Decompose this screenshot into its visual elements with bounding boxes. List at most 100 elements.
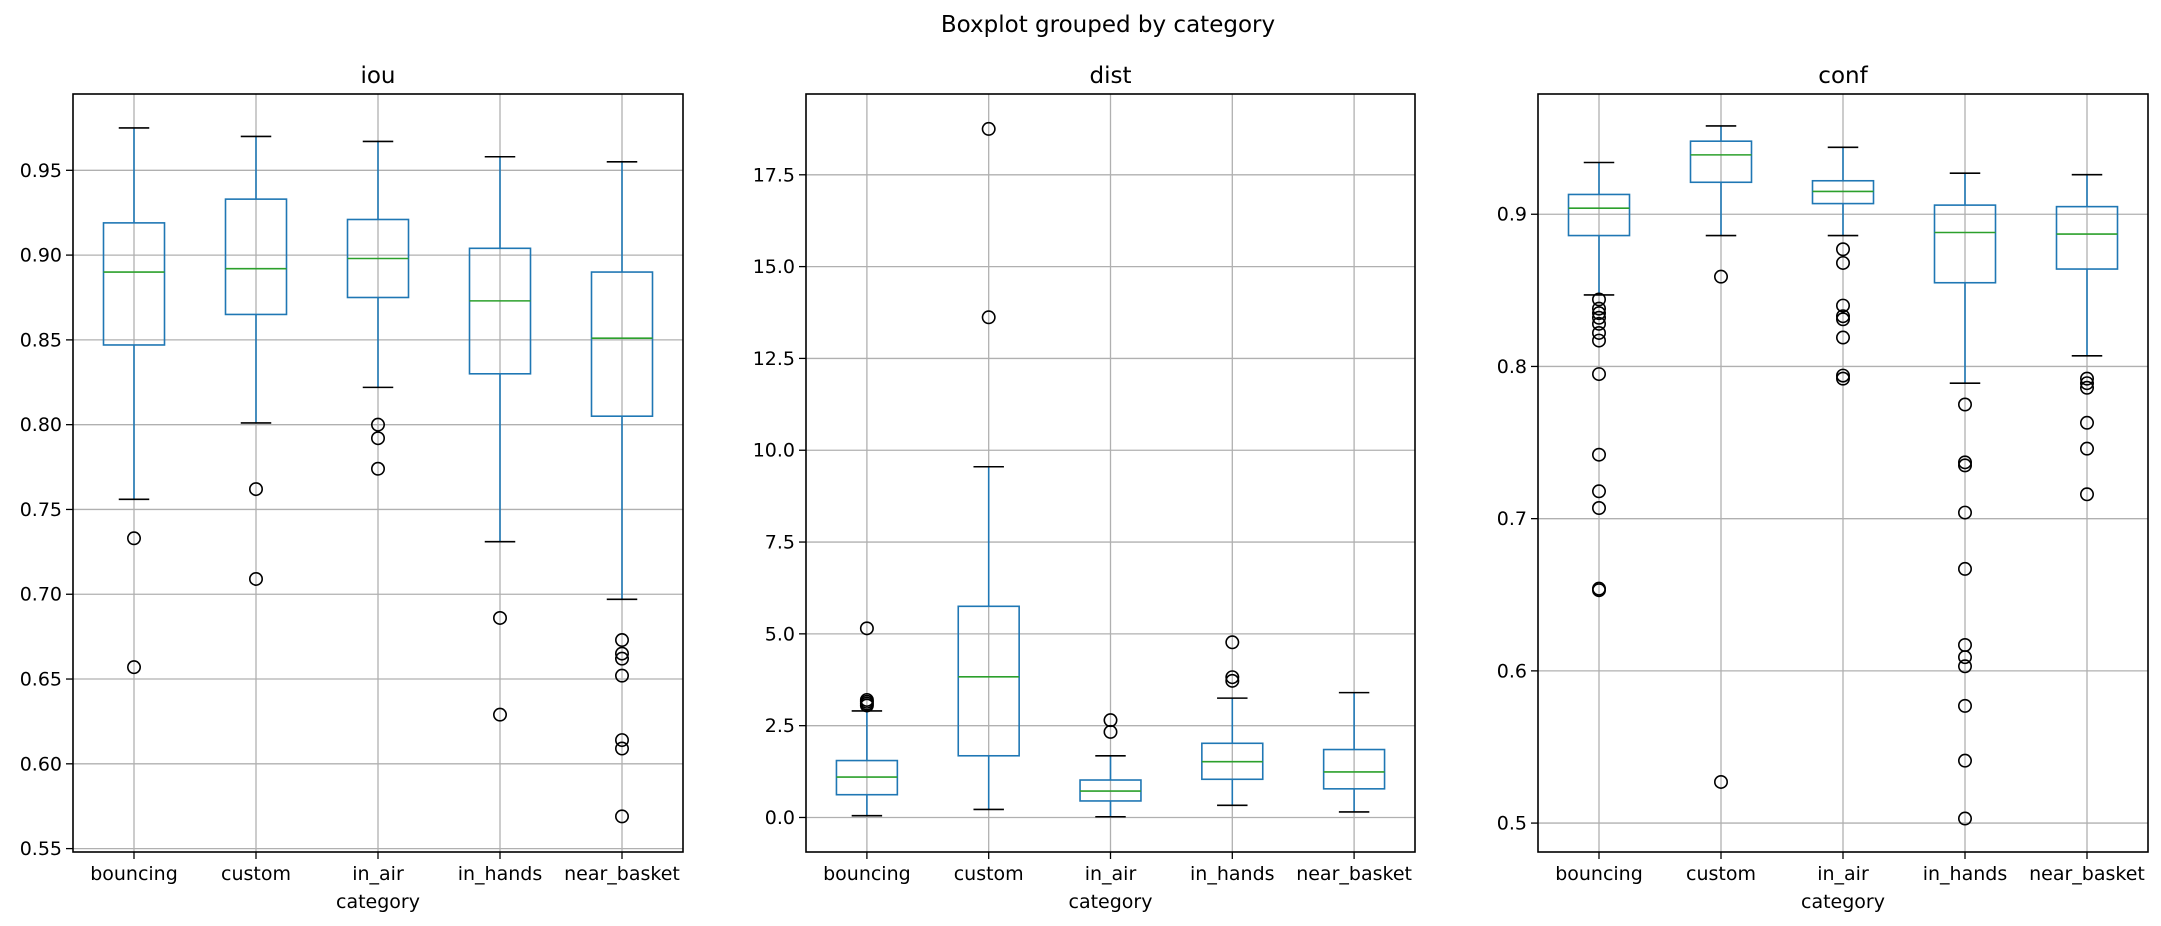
ytick-label: 0.7	[1497, 508, 1527, 530]
x-axis-label: category	[1801, 891, 1885, 913]
flier-point	[981, 121, 996, 136]
flier-point	[1836, 312, 1851, 327]
flier-point	[1958, 659, 1973, 674]
box-in_hands	[1201, 635, 1264, 807]
box-iqr	[2055, 205, 2119, 270]
flier-point	[1958, 753, 1973, 768]
flier-point	[249, 571, 264, 586]
flier-point	[1592, 292, 1607, 307]
flier-point	[2080, 380, 2095, 395]
box-in_hands	[1933, 172, 1997, 826]
x-axis-label: category	[1069, 891, 1153, 913]
box-near_basket	[1322, 691, 1386, 813]
flier-point	[1592, 325, 1607, 340]
flier-point	[1592, 583, 1607, 598]
flier-point	[1592, 316, 1607, 331]
flier-point	[492, 610, 507, 625]
flier-point	[1958, 650, 1973, 665]
box-iqr	[590, 271, 654, 417]
box-iqr	[1689, 140, 1753, 184]
ytick-label: 5.0	[765, 623, 795, 645]
ytick-label: 0.8	[1497, 356, 1527, 378]
flier-point	[614, 809, 629, 824]
ytick-label: 0.6	[1497, 660, 1527, 682]
flier-point	[2080, 487, 2095, 502]
ytick-label: 0.0	[765, 807, 795, 829]
box-in_air	[1079, 713, 1142, 818]
box-iqr	[1933, 204, 1997, 284]
flier-point	[1225, 670, 1240, 685]
flier-point	[370, 431, 385, 446]
panel-title: iou	[360, 63, 395, 89]
flier-point	[614, 733, 629, 748]
box-iqr	[1322, 748, 1386, 790]
flier-point	[1714, 269, 1729, 284]
flier-point	[614, 633, 629, 648]
flier-point	[1958, 811, 1973, 826]
ytick-label: 0.75	[20, 499, 62, 521]
ytick-label: 0.55	[20, 838, 62, 860]
flier-point	[1958, 505, 1973, 520]
xtick-label: in_air	[352, 863, 404, 885]
ytick-label: 0.60	[20, 753, 62, 775]
flier-point	[1592, 367, 1607, 382]
ytick-label: 0.70	[20, 584, 62, 606]
box-iqr	[224, 198, 288, 316]
xtick-label: custom	[1686, 863, 1756, 885]
flier-point	[1958, 698, 1973, 713]
xtick-label: near_basket	[2029, 863, 2145, 885]
flier-point	[1836, 371, 1851, 386]
xtick-label: custom	[954, 863, 1024, 885]
flier-point	[614, 668, 629, 683]
flier-point	[1592, 310, 1607, 325]
xtick-label: in_air	[1085, 863, 1137, 885]
flier-point	[981, 310, 996, 325]
flier-point	[127, 660, 142, 675]
flier-point	[1714, 774, 1729, 789]
flier-point	[1592, 484, 1607, 499]
x-axis-label: category	[336, 891, 420, 913]
panel-title: conf	[1818, 63, 1868, 89]
flier-point	[1958, 397, 1973, 412]
flier-point	[1836, 330, 1851, 345]
flier-point	[2080, 376, 2095, 391]
flier-point	[492, 707, 507, 722]
box-custom	[1689, 125, 1753, 789]
ytick-label: 0.5	[1497, 813, 1527, 835]
box-iqr	[957, 605, 1020, 757]
xtick-label: in_hands	[1190, 863, 1275, 885]
flier-point	[1225, 635, 1240, 650]
flier-point	[1836, 298, 1851, 313]
panel-iou: 0.55 0.60 0.65 0.70 0.75 0.80 0.85 0.90 0.95 boun…	[20, 63, 684, 913]
ytick-label: 7.5	[765, 532, 795, 554]
box-near_basket	[590, 161, 654, 824]
box-iqr	[1567, 193, 1631, 237]
box-custom	[224, 135, 288, 586]
xtick-label: in_air	[1817, 863, 1869, 885]
xtick-label: near_basket	[564, 863, 680, 885]
ytick-label: 0.85	[20, 329, 62, 351]
flier-point	[1592, 333, 1607, 348]
flier-point	[370, 417, 385, 432]
ytick-label: 12.5	[753, 348, 795, 370]
xtick-label: in_hands	[1923, 863, 2008, 885]
ytick-label: 15.0	[753, 256, 795, 278]
box-iqr	[102, 222, 166, 346]
box-iqr	[468, 247, 532, 375]
ytick-label: 0.90	[20, 245, 62, 267]
ytick-label: 0.65	[20, 669, 62, 691]
box-bouncing	[102, 127, 166, 675]
flier-point	[2080, 371, 2095, 386]
flier-point	[1592, 306, 1607, 321]
ytick-label: 0.95	[20, 160, 62, 182]
flier-point	[1592, 301, 1607, 316]
xtick-label: custom	[221, 863, 291, 885]
flier-point	[1225, 673, 1240, 688]
flier-point	[1958, 561, 1973, 576]
flier-point	[1103, 724, 1118, 739]
ytick-label: 10.0	[753, 440, 795, 462]
box-near_basket	[2055, 173, 2119, 502]
flier-point	[859, 698, 874, 713]
xtick-label: bouncing	[823, 863, 911, 885]
